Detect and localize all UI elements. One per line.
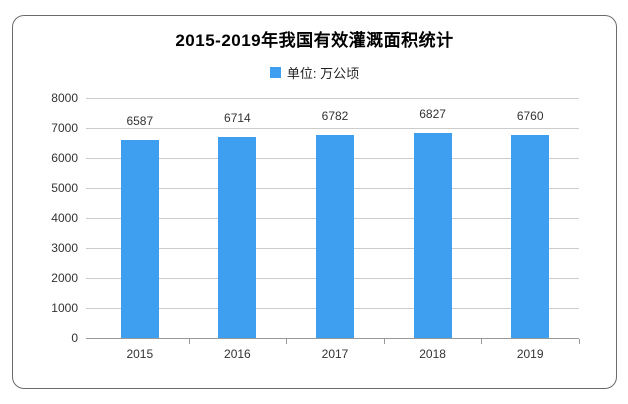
y-tick-label: 5000 [51,181,78,195]
bar [316,134,354,338]
bar-value-label: 6714 [224,110,251,125]
x-axis-tick [383,339,385,344]
legend: 单位: 万公顷 [13,63,616,82]
bar [218,136,257,338]
bar [413,133,452,338]
y-tick-label: 8000 [51,91,78,105]
x-tick-label: 2017 [321,347,349,361]
y-tick-label: 6000 [51,151,78,165]
x-axis-tick [579,339,580,344]
y-tick-label: 7000 [51,121,78,135]
gridline [86,128,579,129]
y-tick-label: 0 [71,331,78,345]
y-tick-label: 4000 [51,211,78,225]
chart-title: 2015-2019年我国有效灌溉面积统计 [175,31,454,50]
bar-value-label: 6827 [419,107,446,122]
y-tick-label: 3000 [51,241,78,255]
x-tick-label: 2016 [224,347,251,361]
legend-swatch-icon [269,67,281,78]
legend-label: 单位: 万公顷 [286,66,360,81]
bar-value-label: 6760 [516,109,544,124]
chart-card: 2015-2019年我国有效灌溉面积统计 单位: 万公顷 0 1000 2000 30… [12,15,617,389]
x-tick-label: 2019 [516,347,544,361]
y-tick-label: 1000 [51,301,78,315]
x-tick-label: 2018 [419,347,446,361]
x-axis-tick [286,339,288,344]
y-tick-label: 2000 [51,271,78,285]
x-axis-tick [188,339,190,344]
bar-value-label: 6587 [126,114,154,129]
x-axis-line [86,338,579,339]
x-tick-label: 2015 [126,347,154,361]
bar [511,135,550,338]
bar [120,140,159,338]
plot-area: 0 1000 2000 3000 4000 5000 6000 7000 8000 6587 201… [13,16,616,388]
bar-value-label: 6782 [321,108,349,123]
x-axis-tick [481,339,483,344]
gridline [86,98,579,99]
